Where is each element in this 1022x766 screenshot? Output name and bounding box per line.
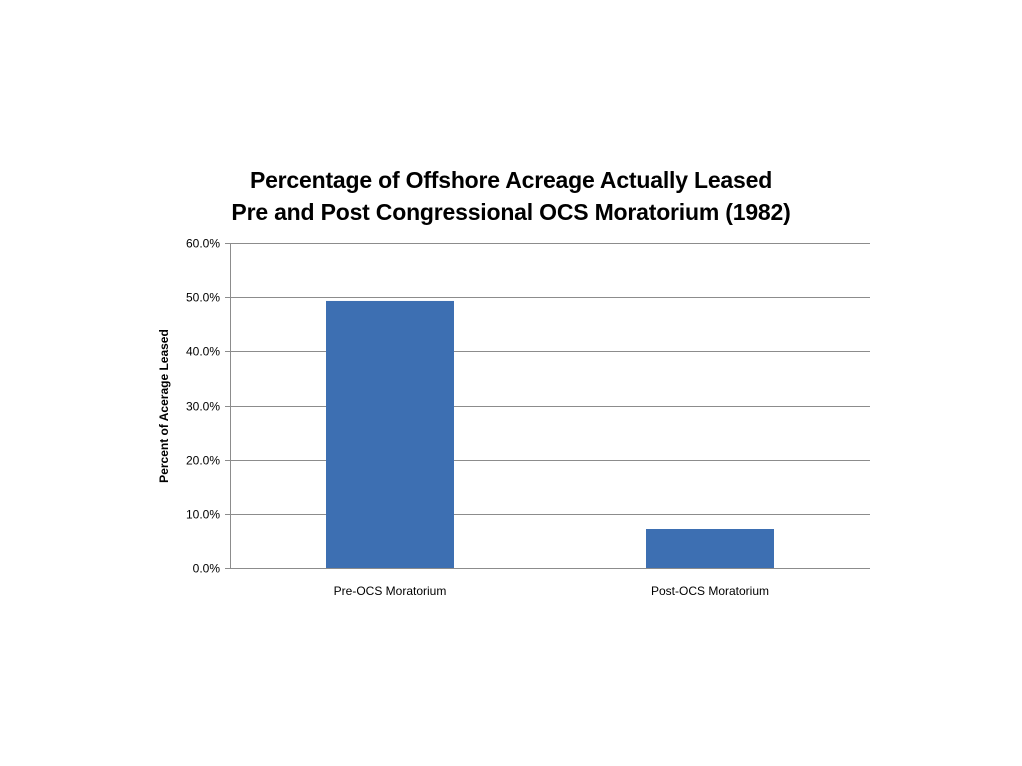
y-tick-label-2: 20.0% [186,454,220,468]
y-tick-label-6: 60.0% [186,237,220,251]
bars [326,300,774,568]
y-tick-label-5: 50.0% [186,291,220,305]
y-tick-label-1: 10.0% [186,508,220,522]
axes [225,243,870,569]
y-axis-label: Percent of Acerage Leased [157,329,171,483]
y-tick-labels: 0.0% 10.0% 20.0% 30.0% 40.0% 50.0% 60.0% [186,237,220,576]
x-tick-label-0: Pre-OCS Moratorium [334,584,447,598]
x-tick-labels: Pre-OCS Moratorium Post-OCS Moratorium [334,584,769,598]
chart-title-line-1: Percentage of Offshore Acreage Actually … [249,167,773,193]
y-tick-label-4: 40.0% [186,345,220,359]
bar-1 [646,529,774,568]
chart-title-line-2: Pre and Post Congressional OCS Moratoriu… [231,199,791,225]
y-tick-label-0: 0.0% [193,562,221,576]
bar-0 [326,300,454,568]
x-tick-label-1: Post-OCS Moratorium [651,584,769,598]
y-tick-label-3: 30.0% [186,400,220,414]
